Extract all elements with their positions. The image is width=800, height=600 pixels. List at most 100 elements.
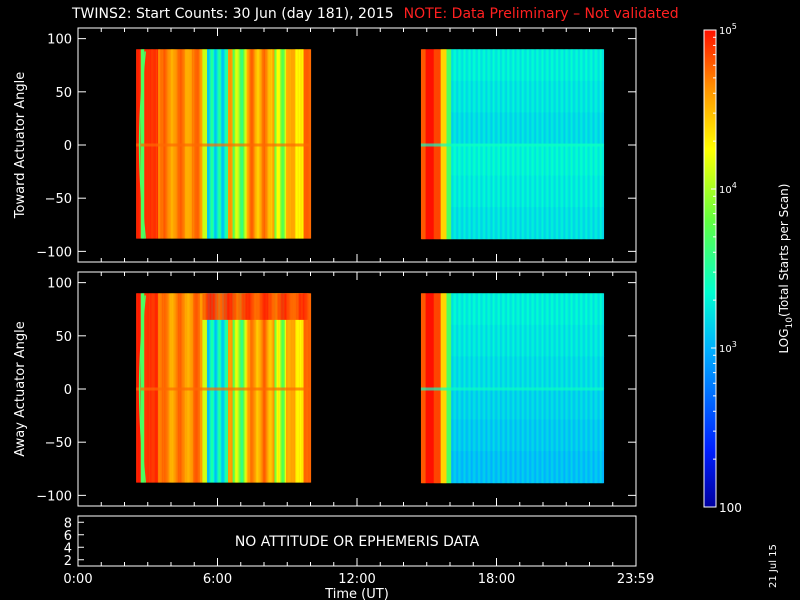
heat-cell bbox=[532, 293, 535, 326]
feature-curve bbox=[138, 51, 146, 239]
heat-cell bbox=[586, 112, 588, 145]
heat-cell bbox=[490, 419, 493, 452]
heat-cell bbox=[524, 112, 527, 145]
heat-cell bbox=[518, 451, 521, 484]
heat-cell bbox=[563, 387, 566, 421]
heat-cell bbox=[589, 175, 592, 208]
heat-cell bbox=[548, 112, 551, 145]
heat-cell bbox=[463, 80, 466, 113]
heat-cell bbox=[545, 112, 548, 145]
heat-cell bbox=[473, 387, 476, 421]
heat-cell bbox=[488, 49, 491, 82]
heat-cell bbox=[584, 49, 587, 82]
heat-cell bbox=[560, 49, 563, 82]
heat-cell bbox=[282, 293, 285, 320]
heat-cell bbox=[459, 80, 462, 113]
heat-cell bbox=[568, 324, 571, 357]
heat-cell bbox=[503, 175, 506, 208]
heat-cell bbox=[489, 324, 492, 357]
heat-cell bbox=[589, 356, 592, 389]
heat-cell bbox=[234, 293, 237, 320]
heat-cell bbox=[489, 419, 492, 452]
heat-cell bbox=[576, 80, 579, 113]
heat-cell bbox=[523, 419, 525, 452]
heat-cell bbox=[541, 112, 544, 145]
heat-cell bbox=[494, 387, 496, 421]
heat-cell bbox=[562, 324, 565, 357]
heat-cell bbox=[505, 387, 508, 421]
heat-cell bbox=[546, 112, 549, 145]
heat-cell bbox=[518, 356, 521, 389]
heat-cell bbox=[567, 49, 570, 82]
heat-cell bbox=[562, 293, 565, 326]
heat-cell bbox=[486, 49, 488, 82]
heat-cell bbox=[537, 324, 539, 357]
heat-cell bbox=[307, 293, 309, 320]
heat-cell bbox=[586, 387, 588, 421]
heat-cell bbox=[601, 293, 603, 326]
heat-cell bbox=[486, 419, 488, 452]
heat-cell bbox=[479, 207, 481, 240]
heat-cell bbox=[495, 451, 498, 484]
heat-cell bbox=[529, 80, 531, 113]
heat-cell bbox=[545, 49, 548, 82]
heat-cell bbox=[495, 293, 498, 326]
x-tick-label: 6:00 bbox=[203, 572, 232, 587]
heat-cell bbox=[472, 451, 474, 484]
heat-cell bbox=[539, 419, 542, 452]
heat-cell bbox=[548, 175, 551, 208]
heat-cell bbox=[305, 293, 308, 320]
heat-cell bbox=[518, 419, 521, 452]
heat-cell bbox=[526, 175, 529, 208]
heat-cell bbox=[502, 80, 505, 113]
heat-cell bbox=[476, 387, 479, 421]
heat-cell bbox=[512, 419, 515, 452]
heat-cell bbox=[576, 175, 579, 208]
heat-cell bbox=[493, 207, 495, 240]
heat-cell bbox=[498, 175, 501, 208]
heat-cell bbox=[520, 451, 523, 484]
heat-cell bbox=[556, 207, 559, 240]
heat-cell bbox=[466, 175, 469, 208]
heat-cell bbox=[490, 207, 493, 240]
heat-cell bbox=[525, 324, 528, 357]
heat-cell bbox=[477, 419, 480, 452]
heat-cell bbox=[525, 356, 528, 389]
heat-cell bbox=[454, 49, 457, 82]
heat-cell bbox=[465, 80, 467, 113]
heat-cell bbox=[540, 175, 543, 208]
heat-cell bbox=[544, 207, 546, 240]
heat-cell bbox=[462, 49, 465, 82]
heat-cell bbox=[529, 175, 531, 208]
heat-cell bbox=[551, 80, 553, 113]
heat-cell bbox=[480, 175, 482, 208]
heat-cell bbox=[241, 293, 244, 320]
heat-cell bbox=[489, 112, 492, 145]
heat-cell bbox=[506, 207, 509, 240]
heat-cell bbox=[516, 293, 519, 326]
heat-cell bbox=[516, 112, 519, 145]
heat-cell bbox=[483, 419, 486, 452]
heat-cell bbox=[508, 293, 510, 326]
heat-cell bbox=[587, 293, 589, 326]
heat-cell bbox=[482, 112, 485, 145]
heat-cell bbox=[525, 80, 528, 113]
heat-cell bbox=[519, 451, 522, 484]
heat-cell bbox=[509, 175, 512, 208]
heat-cell bbox=[463, 143, 466, 177]
heat-cell bbox=[459, 419, 462, 452]
heat-cell bbox=[301, 293, 303, 320]
heat-cell bbox=[510, 112, 513, 145]
heat-cell bbox=[505, 143, 508, 177]
heat-cell bbox=[486, 80, 488, 113]
heat-cell bbox=[496, 419, 499, 452]
heat-cell bbox=[594, 112, 596, 145]
heat-cell bbox=[461, 324, 464, 357]
heat-cell bbox=[288, 293, 291, 320]
heat-cell bbox=[598, 207, 601, 240]
heat-cell bbox=[552, 143, 555, 177]
heat-cell bbox=[476, 356, 479, 389]
heat-cell bbox=[602, 419, 605, 452]
heat-cell bbox=[487, 293, 489, 326]
heat-cell bbox=[531, 419, 534, 452]
